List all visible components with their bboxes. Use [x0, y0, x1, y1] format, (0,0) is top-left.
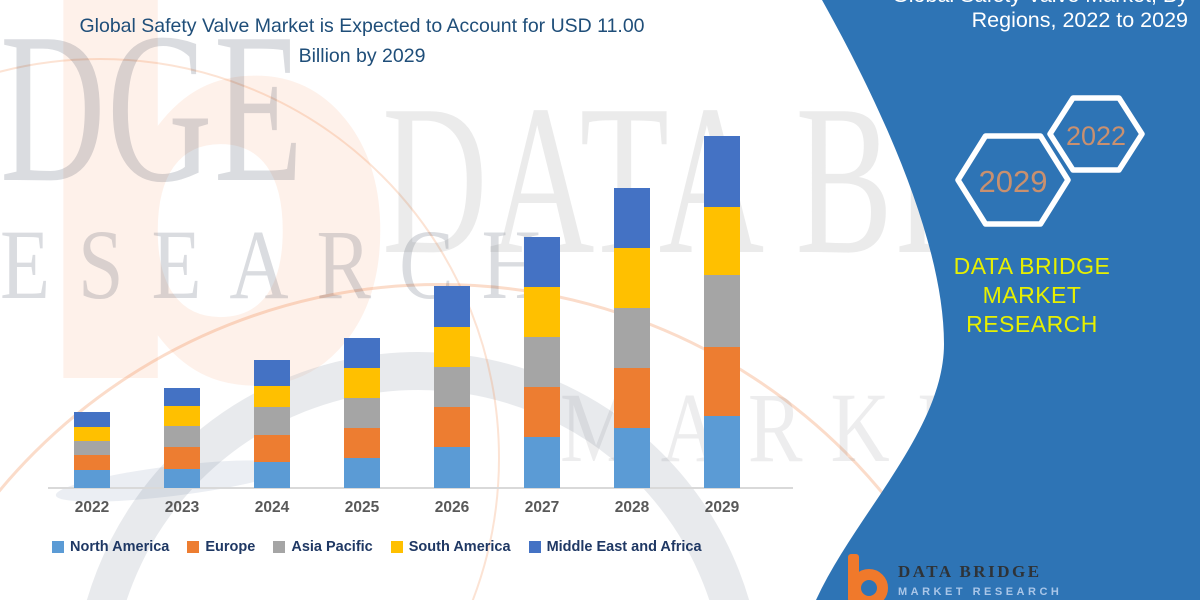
bar-segment-asia-pacific: [614, 308, 650, 368]
x-axis-label: 2024: [254, 499, 290, 516]
bar-segment-middle-east-and-africa: [524, 237, 560, 287]
watermark-fragment-on-panel: DGE: [0, 0, 305, 227]
bar-segment-asia-pacific: [704, 275, 740, 347]
legend-label: Europe: [205, 539, 256, 555]
bar-2026: [434, 286, 470, 488]
bar-segment-south-america: [254, 386, 290, 407]
legend-swatch: [187, 541, 200, 553]
bar-segment-europe: [614, 368, 650, 428]
hexagon-2022: [1047, 95, 1145, 173]
bar-segment-south-america: [704, 207, 740, 275]
hexagon-2022-label: 2022: [1066, 121, 1126, 151]
x-axis-line: [48, 487, 793, 489]
chart-title-line1: Global Safety Valve Market is Expected t…: [79, 15, 645, 37]
panel-brand-line2: RESEARCH: [966, 311, 1098, 337]
bar-2025: [344, 338, 380, 488]
bar-segment-europe: [254, 435, 290, 462]
chart-title-line2: Billion by 2029: [298, 45, 426, 67]
bar-segment-europe: [74, 455, 110, 470]
panel-brand-line1: DATA BRIDGE MARKET: [953, 253, 1111, 308]
bar-2022: [74, 412, 110, 488]
bar-2027: [524, 237, 560, 488]
bar-segment-europe: [524, 387, 560, 437]
chart-title: Global Safety Valve Market is Expected t…: [22, 11, 702, 71]
bar-segment-north-america: [704, 416, 740, 488]
bar-segment-asia-pacific: [434, 367, 470, 407]
x-axis-label: 2029: [704, 499, 740, 516]
bar-segment-north-america: [254, 462, 290, 488]
x-axis-label: 2022: [74, 499, 110, 516]
bar-segment-north-america: [164, 469, 200, 488]
bar-segment-middle-east-and-africa: [74, 412, 110, 427]
bar-segment-europe: [164, 447, 200, 469]
bar-segment-asia-pacific: [74, 441, 110, 455]
panel-heading-line1-clipped: Global Safety Valve Market, By: [892, 0, 1188, 8]
legend-label: Middle East and Africa: [546, 539, 702, 555]
bar-segment-middle-east-and-africa: [704, 136, 740, 207]
bar-segment-europe: [344, 428, 380, 458]
legend-label: Asia Pacific: [291, 539, 373, 555]
legend-swatch: [52, 541, 64, 553]
x-axis-label: 2025: [344, 499, 380, 516]
bar-segment-middle-east-and-africa: [614, 188, 650, 248]
panel-heading-line2: Regions, 2022 to 2029: [971, 8, 1188, 32]
panel-heading: Global Safety Valve Market, By Regions, …: [892, 0, 1188, 33]
x-axis-label: 2023: [164, 499, 200, 516]
b-bowl: [850, 569, 888, 600]
bar-segment-south-america: [164, 406, 200, 426]
bar-2023: [164, 388, 200, 488]
chart-legend: North America Europe Asia Pacific South Ame…: [52, 539, 702, 555]
legend-item-south-america: South America: [390, 539, 511, 555]
bar-segment-south-america: [344, 368, 380, 398]
bar-segment-europe: [704, 347, 740, 416]
bar-segment-north-america: [344, 458, 380, 488]
bar-segment-middle-east-and-africa: [164, 388, 200, 406]
hexagon-2029-label: 2029: [979, 164, 1048, 199]
bar-segment-north-america: [524, 437, 560, 488]
bar-segment-north-america: [74, 470, 110, 488]
bar-2024: [254, 360, 290, 488]
bar-segment-asia-pacific: [164, 426, 200, 447]
bar-segment-middle-east-and-africa: [254, 360, 290, 386]
bar-segment-middle-east-and-africa: [434, 286, 470, 327]
bar-segment-north-america: [614, 428, 650, 488]
hexagon-2029: [955, 133, 1071, 227]
bar-segment-north-america: [434, 447, 470, 488]
x-axis-label: 2027: [524, 499, 560, 516]
bar-segment-asia-pacific: [344, 398, 380, 428]
panel-brand-text: DATA BRIDGE MARKET RESEARCH: [907, 252, 1157, 339]
legend-label: North America: [70, 539, 170, 555]
legend-item-middle-east-and-africa: Middle East and Africa: [528, 539, 702, 555]
bar-segment-asia-pacific: [524, 337, 560, 387]
bar-segment-south-america: [614, 248, 650, 308]
bar-segment-south-america: [74, 427, 110, 441]
legend-swatch: [528, 541, 541, 553]
footer-logo-tagline: MARKET RESEARCH: [898, 586, 1063, 598]
bar-segment-europe: [434, 407, 470, 447]
legend-item-north-america: North America: [52, 539, 169, 555]
bar-segment-asia-pacific: [254, 407, 290, 435]
legend-swatch: [390, 541, 403, 553]
x-axis-label: 2028: [614, 499, 650, 516]
footer-logo: DATA BRIDGE MARKET RESEARCH: [840, 552, 1062, 600]
bar-2028: [614, 188, 650, 488]
bar-segment-south-america: [434, 327, 470, 367]
legend-label: South America: [408, 539, 511, 555]
bar-2029: [704, 136, 740, 488]
bar-segment-south-america: [524, 287, 560, 337]
legend-item-asia-pacific: Asia Pacific: [273, 539, 373, 555]
legend-swatch: [273, 541, 286, 553]
bar-segment-middle-east-and-africa: [344, 338, 380, 368]
legend-item-europe: Europe: [187, 539, 255, 555]
hexagon-badges: 2029 2022: [955, 95, 1145, 227]
x-axis-label: 2026: [434, 499, 470, 516]
footer-logo-name: DATA BRIDGE: [898, 562, 1042, 581]
footer-logo-b-icon: [848, 554, 888, 600]
